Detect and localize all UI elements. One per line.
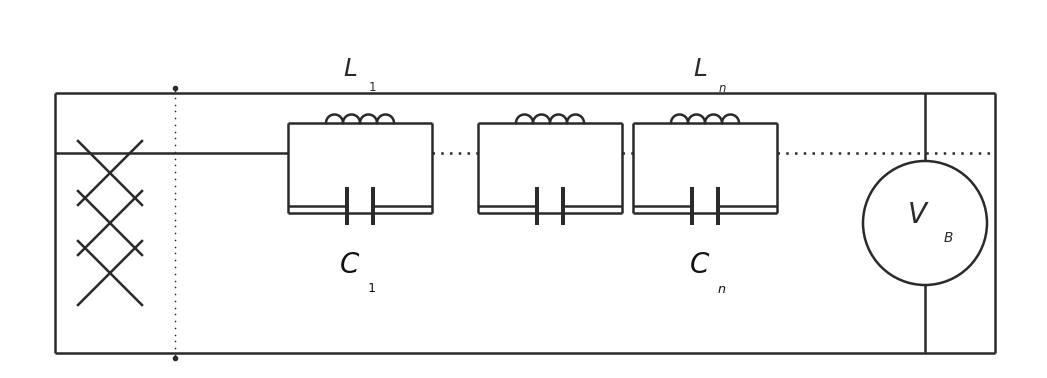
Text: $_n$: $_n$ — [717, 277, 727, 295]
Text: $_n$: $_n$ — [717, 77, 727, 94]
Text: $_1$: $_1$ — [367, 77, 376, 94]
Text: $L$: $L$ — [342, 59, 357, 82]
Text: $L$: $L$ — [693, 59, 707, 82]
Text: $V$: $V$ — [907, 203, 930, 229]
Text: $C$: $C$ — [689, 253, 711, 279]
Text: $C$: $C$ — [339, 253, 360, 279]
Text: $_1$: $_1$ — [367, 277, 377, 295]
Text: $_B$: $_B$ — [942, 227, 954, 245]
